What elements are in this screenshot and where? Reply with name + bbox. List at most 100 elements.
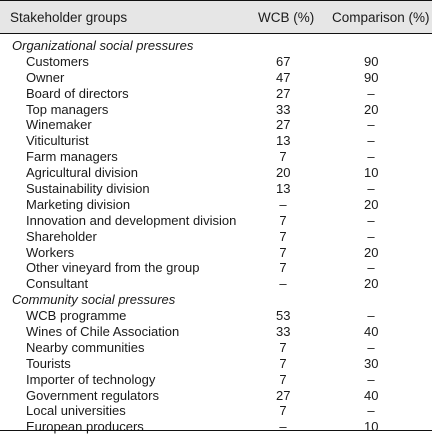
header-comparison: Comparison (%) [332, 10, 430, 25]
stakeholder-name: Viticulturist [26, 133, 89, 149]
table-row: Wines of Chile Association 33 40 [0, 324, 432, 340]
stakeholder-name: Wines of Chile Association [26, 324, 180, 340]
comparison-value: – [367, 133, 375, 149]
comparison-value: – [367, 212, 375, 228]
stakeholder-name: Agricultural division [26, 165, 138, 181]
stakeholder-name: Owner [26, 69, 65, 85]
table-row: WCB programme 53 – [0, 308, 432, 324]
wcb-value: 7 [279, 260, 287, 276]
stakeholder-name: Sustainability division [26, 181, 150, 197]
stakeholder-name: Innovation and development division [26, 212, 237, 228]
wcb-value: 27 [276, 85, 291, 101]
wcb-value: – [279, 419, 287, 435]
section-heading: Organizational social pressures [0, 38, 432, 54]
section-heading: Community social pressures [0, 292, 432, 308]
stakeholder-name: Shareholder [26, 228, 97, 244]
wcb-value: 7 [279, 403, 287, 419]
wcb-value: 13 [276, 133, 291, 149]
wcb-value: 33 [276, 101, 291, 117]
table-row: Agricultural division 20 10 [0, 165, 432, 181]
stakeholder-name: Local universities [26, 403, 126, 419]
wcb-value: 7 [279, 244, 287, 260]
comparison-value: 20 [364, 276, 379, 292]
stakeholder-name: Tourists [26, 355, 71, 371]
table-row: Importer of technology 7 – [0, 372, 432, 388]
wcb-value: 27 [276, 387, 291, 403]
stakeholder-name: Customers [26, 53, 89, 69]
comparison-value: 40 [364, 387, 379, 403]
section-title: Organizational social pressures [12, 38, 194, 53]
stakeholder-name: Importer of technology [26, 371, 156, 387]
header-stakeholder-groups: Stakeholder groups [10, 10, 128, 25]
table-row: Tourists 7 30 [0, 356, 432, 372]
table-header: Stakeholder groups WCB (%) Comparison (%… [0, 0, 432, 34]
table-row: Viticulturist 13 – [0, 133, 432, 149]
table-row: Shareholder 7 – [0, 229, 432, 245]
comparison-value: – [367, 117, 375, 133]
comparison-value: – [367, 339, 375, 355]
wcb-value: – [279, 196, 287, 212]
stakeholder-name: Marketing division [26, 196, 131, 212]
comparison-value: – [367, 260, 375, 276]
comparison-value: 20 [364, 244, 379, 260]
stakeholder-name: Nearby communities [26, 339, 145, 355]
wcb-value: 27 [276, 117, 291, 133]
comparison-value: 90 [364, 69, 379, 85]
wcb-value: 13 [276, 181, 291, 197]
stakeholder-name: Farm managers [26, 149, 118, 165]
table-row: Other vineyard from the group 7 – [0, 260, 432, 276]
comparison-value: 10 [364, 165, 379, 181]
table-row: Innovation and development division 7 – [0, 213, 432, 229]
comparison-value: 20 [364, 101, 379, 117]
comparison-value: – [367, 149, 375, 165]
comparison-value: 20 [364, 196, 379, 212]
table-row: Farm managers 7 – [0, 149, 432, 165]
wcb-value: 7 [279, 371, 287, 387]
table-row: Owner 47 90 [0, 70, 432, 86]
wcb-value: 7 [279, 355, 287, 371]
stakeholder-name: Consultant [26, 276, 89, 292]
stakeholder-name: WCB programme [26, 308, 127, 324]
comparison-value: – [367, 371, 375, 387]
table-row: Winemaker 27 – [0, 117, 432, 133]
stakeholder-name: Top managers [26, 101, 109, 117]
table-row: Board of directors 27 – [0, 86, 432, 102]
wcb-value: 20 [276, 165, 291, 181]
wcb-value: – [279, 276, 287, 292]
comparison-value: – [367, 308, 375, 324]
wcb-value: 47 [276, 69, 291, 85]
wcb-value: 53 [276, 308, 291, 324]
table-row: Marketing division – 20 [0, 197, 432, 213]
wcb-value: 7 [279, 228, 287, 244]
stakeholder-name: Board of directors [26, 85, 129, 101]
table-row: Consultant – 20 [0, 276, 432, 292]
comparison-value: – [367, 181, 375, 197]
table-row: Customers 67 90 [0, 54, 432, 70]
wcb-value: 67 [276, 53, 291, 69]
comparison-value: 90 [364, 53, 379, 69]
comparison-value: 30 [364, 355, 379, 371]
comparison-value: – [367, 228, 375, 244]
section-title: Community social pressures [12, 292, 176, 308]
stakeholder-name: Workers [26, 244, 75, 260]
stakeholder-name: Other vineyard from the group [26, 260, 200, 276]
comparison-value: 40 [364, 324, 379, 340]
wcb-value: 7 [279, 339, 287, 355]
stakeholder-name: Government regulators [26, 387, 159, 403]
table-row: Nearby communities 7 – [0, 340, 432, 356]
table-row: Sustainability division 13 – [0, 181, 432, 197]
table-row: Government regulators 27 40 [0, 388, 432, 404]
bottom-rule [0, 430, 432, 431]
wcb-value: 7 [279, 149, 287, 165]
comparison-value: – [367, 403, 375, 419]
comparison-value: – [367, 85, 375, 101]
table-row: Top managers 33 20 [0, 102, 432, 118]
wcb-value: 7 [279, 212, 287, 228]
wcb-value: 33 [276, 324, 291, 340]
table-row: Local universities 7 – [0, 403, 432, 419]
header-wcb: WCB (%) [258, 10, 315, 25]
table-body: Organizational social pressures Customers… [0, 38, 432, 435]
table-row: Workers 7 20 [0, 245, 432, 261]
stakeholder-name: Winemaker [26, 117, 92, 133]
